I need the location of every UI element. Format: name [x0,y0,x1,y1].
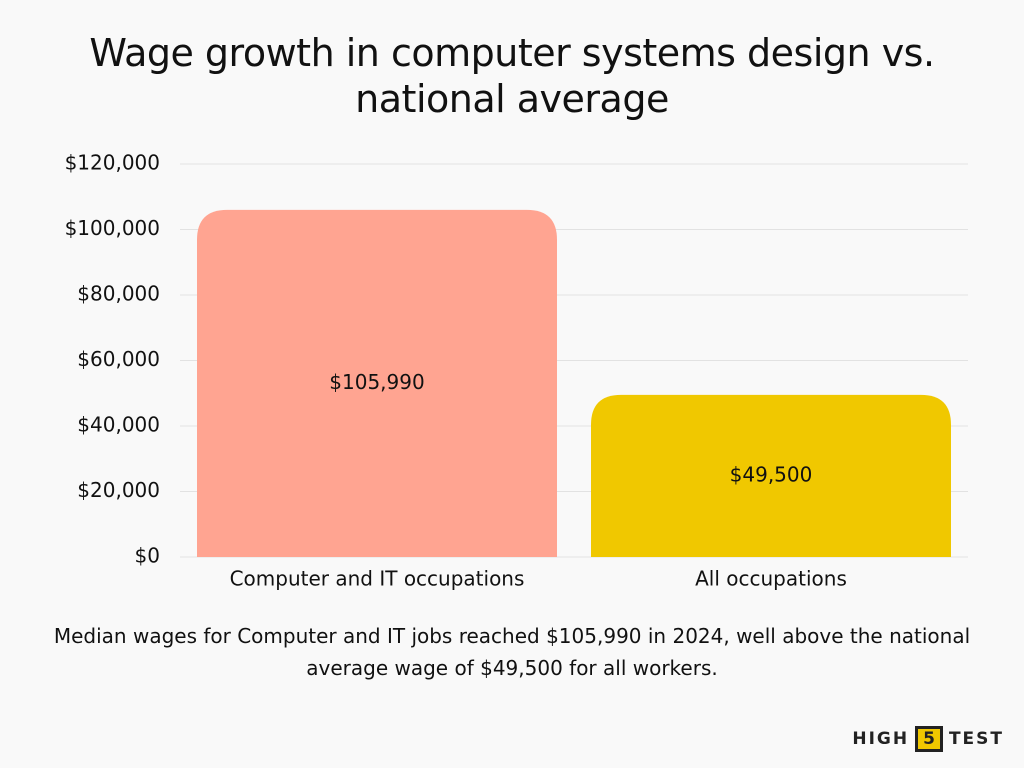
data-label: $49,500 [730,462,813,486]
y-tick-label: $60,000 [77,347,160,371]
logo: HIGH 5 TEST [852,726,1004,752]
y-tick-label: $0 [135,544,160,568]
logo-text: TEST [948,729,1004,749]
y-tick-label: $80,000 [77,282,160,306]
y-tick-label: $100,000 [65,216,160,240]
y-tick-label: $120,000 [65,151,160,175]
logo-text: HIGH [852,729,910,749]
chart-title: Wage growth in computer systems design v… [89,31,935,121]
x-tick-label: Computer and IT occupations [230,567,525,591]
y-tick-label: $40,000 [77,413,160,437]
data-label: $105,990 [329,370,424,394]
y-tick-label: $20,000 [77,478,160,502]
bar [197,209,557,557]
logo-number: 5 [915,726,943,752]
caption: Median wages for Computer and IT jobs re… [53,624,971,680]
bar [591,394,951,557]
x-tick-label: All occupations [695,567,847,591]
